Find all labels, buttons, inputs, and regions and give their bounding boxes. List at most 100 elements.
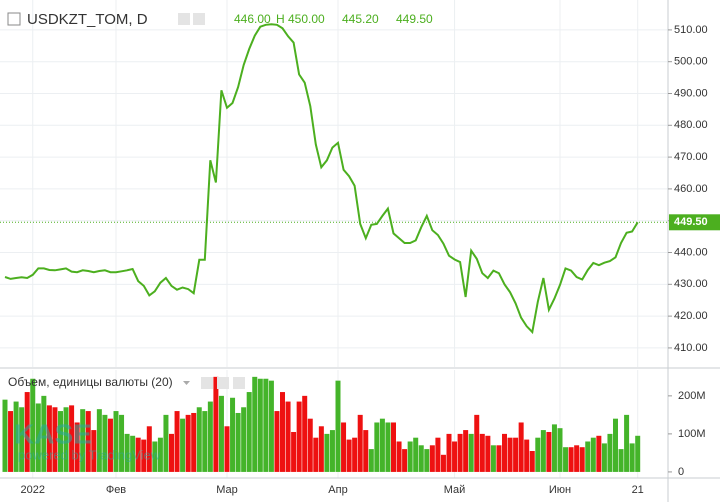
volume-bar <box>41 395 47 472</box>
volume-bar <box>468 433 474 472</box>
volume-bar <box>263 378 269 472</box>
volume-bar <box>46 405 52 472</box>
volume-bar <box>107 418 113 472</box>
volume-bar <box>80 409 86 472</box>
volume-bar <box>102 414 108 472</box>
volume-bar <box>535 437 541 472</box>
volume-bar <box>135 437 141 472</box>
x-tick-label: 21 <box>632 484 644 496</box>
watermark-text: powered by TradingView <box>18 447 161 462</box>
volume-bar <box>213 376 219 472</box>
volume-bar <box>379 418 385 472</box>
volume-bar <box>507 437 513 472</box>
volume-bar <box>585 441 591 472</box>
volume-bar <box>196 407 202 472</box>
grid <box>0 0 668 478</box>
volume-bar <box>191 412 197 472</box>
x-tick-label: Апр <box>328 484 347 496</box>
volume-bar <box>13 401 19 472</box>
ohlc-label: H <box>276 12 285 26</box>
volume-bar <box>218 395 224 472</box>
volume-bar <box>24 392 30 472</box>
volume-bar <box>402 449 408 472</box>
volume-bar <box>302 395 308 472</box>
volume-bar <box>285 401 291 472</box>
price-pane <box>0 23 668 335</box>
volume-bar <box>590 437 596 472</box>
settings-icon[interactable] <box>217 377 229 389</box>
volume-bar <box>357 414 363 472</box>
volume-bar <box>457 433 463 472</box>
volume-bar <box>363 430 369 472</box>
y-tick-label: 490.00 <box>674 87 708 99</box>
volume-bar <box>296 401 302 472</box>
volume-bar <box>291 431 297 472</box>
x-tick-label: Мар <box>216 484 238 496</box>
volume-bar <box>413 437 419 472</box>
volume-bar <box>435 437 441 472</box>
volume-bar <box>341 422 347 472</box>
y-tick-label: 470.00 <box>674 151 708 163</box>
volume-bar <box>241 407 247 472</box>
volume-bar <box>407 441 413 472</box>
ohlc-value: 450.00 <box>288 12 325 26</box>
y-tick-label: 510.00 <box>674 24 708 36</box>
volume-pane <box>2 376 641 472</box>
volume-bar <box>485 435 491 472</box>
volume-bar <box>152 441 158 472</box>
volume-bar <box>446 433 452 472</box>
y-tick-label: 460.00 <box>674 183 708 195</box>
settings-icon[interactable] <box>233 377 245 389</box>
ohlc-values: 446.00 H 450.00 445.20 449.50 <box>234 12 433 26</box>
ohlc-value: 449.50 <box>396 12 433 26</box>
volume-bar <box>130 435 136 472</box>
volume-bar <box>91 430 97 472</box>
volume-bar <box>329 430 335 472</box>
volume-bar <box>207 401 213 472</box>
volume-bar <box>374 422 380 472</box>
settings-icon[interactable] <box>178 13 190 25</box>
volume-bar <box>524 439 530 472</box>
volume-bar <box>157 437 163 472</box>
volume-bar <box>230 397 236 472</box>
volume-bar <box>385 422 391 472</box>
volume-bar <box>429 445 435 472</box>
x-tick-label: Фев <box>106 484 126 496</box>
volume-bar <box>30 378 36 472</box>
volume-bar <box>474 414 480 472</box>
volume-bar <box>224 426 230 472</box>
volume-bar <box>274 411 280 472</box>
volume-bar <box>313 437 319 472</box>
volume-bar <box>635 435 641 472</box>
watermark-brand: KASE <box>14 418 92 449</box>
volume-bar <box>268 380 274 472</box>
last-price-label: 449.50 <box>674 216 708 228</box>
y-tick-label: 440.00 <box>674 246 708 258</box>
x-tick-label: 2022 <box>21 484 45 496</box>
volume-bar <box>169 433 174 472</box>
settings-icon[interactable] <box>193 13 205 25</box>
volume-bar <box>52 407 58 472</box>
y2-tick-label: 200M <box>678 390 706 402</box>
volume-bar <box>8 411 14 472</box>
volume-bar <box>335 380 341 472</box>
checkbox-icon[interactable] <box>7 12 21 26</box>
y2-tick-label: 100M <box>678 428 706 440</box>
volume-bar <box>63 407 69 472</box>
volume-bar <box>368 449 374 472</box>
volume-bar <box>235 412 241 472</box>
x-tick-label: Июн <box>549 484 571 496</box>
volume-bar <box>35 403 41 472</box>
volume-bar <box>440 454 446 472</box>
volume-bar <box>551 424 557 472</box>
volume-bar <box>574 445 580 472</box>
volume-bar <box>624 414 630 472</box>
y-tick-label: 420.00 <box>674 310 708 322</box>
settings-icon[interactable] <box>201 377 213 389</box>
volume-bar <box>119 414 125 472</box>
dropdown-icon[interactable] <box>183 381 190 385</box>
volume-bar <box>324 433 330 472</box>
volume-bar <box>529 451 535 472</box>
volume-bar <box>596 435 602 472</box>
volume-bar <box>280 392 285 472</box>
